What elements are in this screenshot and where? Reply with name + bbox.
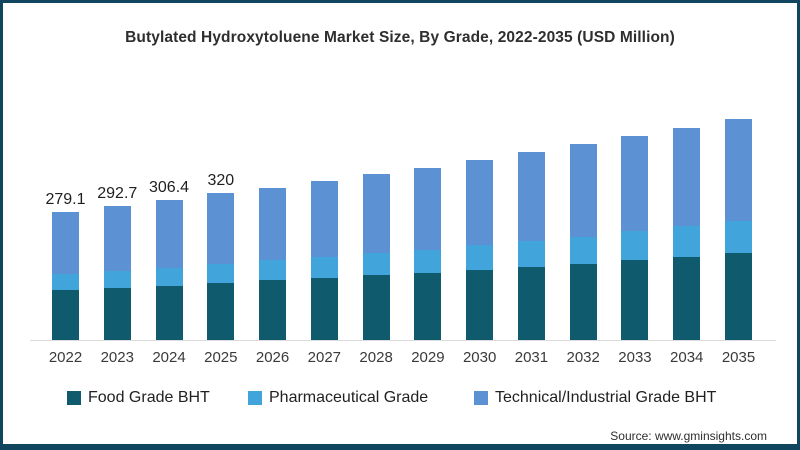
bar-segment-food-2035 xyxy=(725,252,752,340)
bar-2026 xyxy=(259,187,287,340)
x-tick-label-2024: 2024 xyxy=(152,349,186,366)
bar-total-label-2023: 292.7 xyxy=(97,184,138,202)
bar-2032 xyxy=(569,143,597,340)
bar-segment-pharma-2035 xyxy=(725,220,752,253)
bar-2034 xyxy=(673,127,701,340)
bar-2031 xyxy=(517,152,545,340)
legend-label-tech: Technical/Industrial Grade BHT xyxy=(495,389,717,406)
bar-segment-tech-2029 xyxy=(414,168,442,251)
bar-segment-pharma-2031 xyxy=(517,241,545,268)
x-tick-label-2033: 2033 xyxy=(618,349,652,366)
bar-segment-tech-2027 xyxy=(310,180,338,258)
x-tick-label-2028: 2028 xyxy=(359,349,393,366)
x-axis-line xyxy=(30,340,776,341)
x-tick-label-2026: 2026 xyxy=(255,349,290,366)
legend-label-pharma: Pharmaceutical Grade xyxy=(269,389,429,406)
bar-segment-pharma-2026 xyxy=(259,260,287,281)
bar-segment-pharma-2032 xyxy=(569,236,597,264)
x-tick-label-2022: 2022 xyxy=(48,349,83,366)
legend-swatch-pharma xyxy=(248,391,262,405)
bar-segment-pharma-2030 xyxy=(466,244,494,270)
bar-segment-food-2033 xyxy=(621,260,649,340)
bar-segment-tech-2026 xyxy=(259,187,287,261)
x-tick-label-2030: 2030 xyxy=(462,349,497,366)
x-tick-label-2034: 2034 xyxy=(670,349,704,366)
bar-segment-tech-2028 xyxy=(362,174,390,254)
bar-segment-pharma-2028 xyxy=(362,253,390,276)
x-tick-label-2029: 2029 xyxy=(411,349,445,366)
bar-segment-tech-2030 xyxy=(466,160,494,245)
legend-swatch-tech xyxy=(474,391,488,405)
bar-segment-tech-2022 xyxy=(52,212,79,274)
legend-item-tech: Technical/Industrial Grade BHT xyxy=(474,389,716,407)
x-tick-label-2032: 2032 xyxy=(566,349,600,366)
bar-2022: 279.1 xyxy=(45,191,86,340)
bar-segment-tech-2034 xyxy=(673,127,701,226)
legend-item-food: Food Grade BHT xyxy=(67,389,210,407)
bar-2030 xyxy=(466,160,494,340)
bar-2025: 320 xyxy=(207,172,235,340)
bar-segment-food-2030 xyxy=(466,269,494,340)
chart-title: Butylated Hydroxytoluene Market Size, By… xyxy=(125,29,675,46)
bar-segment-tech-2035 xyxy=(725,118,752,221)
bar-2029 xyxy=(414,168,442,340)
bar-segment-tech-2025 xyxy=(207,193,235,264)
bar-segment-tech-2033 xyxy=(621,136,649,232)
bar-segment-pharma-2023 xyxy=(103,271,131,289)
bar-segment-tech-2024 xyxy=(155,199,183,269)
bar-segment-food-2026 xyxy=(259,280,287,340)
bar-2035 xyxy=(725,118,752,340)
bar-segment-tech-2023 xyxy=(103,205,131,272)
bar-2023: 292.7 xyxy=(97,185,137,340)
bar-total-label-2024: 306.4 xyxy=(149,178,190,196)
bar-total-label-2022: 279.1 xyxy=(45,191,86,209)
bar-2027 xyxy=(310,180,338,340)
bar-2024: 306.4 xyxy=(149,179,189,340)
bar-segment-tech-2032 xyxy=(569,143,597,237)
legend-item-pharma: Pharmaceutical Grade xyxy=(248,389,428,407)
bar-segment-pharma-2029 xyxy=(414,250,442,274)
bar-segment-pharma-2027 xyxy=(310,257,338,279)
source-credit: Source: www.gminsights.com xyxy=(610,429,767,443)
legend-label-food: Food Grade BHT xyxy=(88,389,210,406)
bar-segment-pharma-2034 xyxy=(673,225,701,257)
bar-segment-food-2031 xyxy=(517,267,545,340)
x-tick-label-2035: 2035 xyxy=(721,349,756,366)
bar-segment-food-2024 xyxy=(155,285,183,340)
bar-segment-food-2028 xyxy=(362,275,390,340)
plot-area: 279.1 292.7 306.4 320 xyxy=(45,3,752,340)
bar-segment-pharma-2024 xyxy=(155,268,183,286)
bar-segment-food-2029 xyxy=(414,273,442,340)
legend-swatch-food xyxy=(67,391,81,405)
bar-total-label-2025: 320 xyxy=(207,172,235,190)
x-tick-label-2025: 2025 xyxy=(204,349,238,366)
bar-segment-food-2022 xyxy=(52,289,79,340)
bar-segment-food-2032 xyxy=(569,263,597,340)
bar-segment-food-2023 xyxy=(103,288,131,340)
bar-segment-pharma-2025 xyxy=(207,263,235,283)
x-tick-label-2027: 2027 xyxy=(307,349,342,366)
bar-segment-tech-2031 xyxy=(517,152,545,242)
x-tick-label-2031: 2031 xyxy=(514,349,549,366)
bar-2028 xyxy=(362,174,390,340)
x-tick-label-2023: 2023 xyxy=(100,349,134,366)
bar-2033 xyxy=(621,136,649,340)
bar-segment-pharma-2033 xyxy=(621,231,649,261)
bar-segment-food-2034 xyxy=(673,256,701,340)
bar-segment-pharma-2022 xyxy=(52,273,79,290)
bar-segment-food-2027 xyxy=(310,278,338,340)
bar-segment-food-2025 xyxy=(207,282,235,340)
